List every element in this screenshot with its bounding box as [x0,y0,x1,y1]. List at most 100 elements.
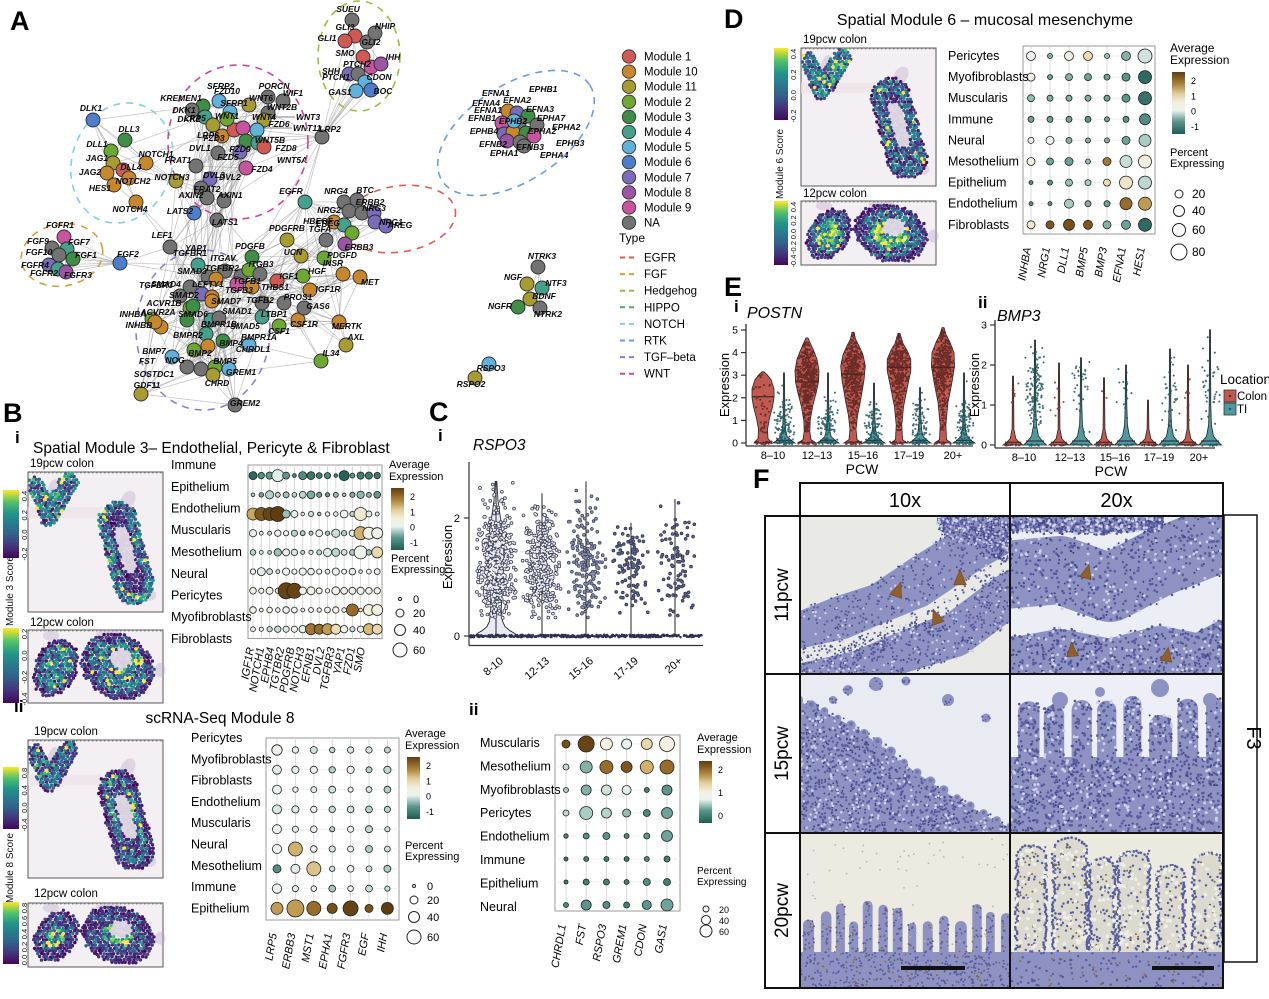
svg-text:Immune: Immune [948,112,993,126]
svg-text:FGF7: FGF7 [68,237,91,247]
svg-text:KREMEN1: KREMEN1 [160,93,202,103]
svg-text:0.6: 0.6 [20,916,29,926]
svg-text:Expressing: Expressing [697,877,746,888]
svg-text:0.0: 0.0 [20,529,29,539]
svg-text:Location: Location [1220,372,1269,387]
svg-text:Expression: Expression [717,353,732,417]
svg-text:0.0: 0.0 [20,650,29,660]
svg-text:FZD1: FZD1 [341,646,358,675]
svg-text:Module 3: Module 3 [644,112,691,124]
svg-text:BOC: BOC [374,86,394,96]
svg-text:Pericytes: Pericytes [948,49,999,63]
svg-text:0: 0 [426,792,431,802]
svg-text:MET: MET [361,277,380,287]
svg-text:Fibroblasts: Fibroblasts [171,632,232,646]
svg-text:5: 5 [732,325,738,337]
svg-text:Endothelium: Endothelium [171,502,241,516]
svg-text:Mesothelium: Mesothelium [948,155,1019,169]
svg-text:Average: Average [697,732,738,744]
svg-text:12pcw colon: 12pcw colon [34,888,98,900]
svg-text:SMAD4: SMAD4 [151,279,181,289]
svg-text:Module 6 Score: Module 6 Score [775,129,786,199]
svg-text:AREG: AREG [387,220,413,230]
svg-text:WNT2B: WNT2B [267,102,297,112]
svg-text:EGFR: EGFR [644,253,676,265]
svg-text:Endothelium: Endothelium [948,197,1018,211]
svg-text:FRAT2: FRAT2 [194,184,221,194]
svg-text:EPHB1: EPHB1 [529,84,558,94]
svg-text:EFNA1: EFNA1 [482,88,510,98]
svg-text:NOTCH4: NOTCH4 [113,204,148,214]
svg-text:LEF1: LEF1 [152,230,173,240]
svg-text:0.8: 0.8 [20,768,29,778]
svg-text:-1: -1 [410,538,418,548]
svg-text:ACVR2A: ACVR2A [140,307,176,317]
svg-text:Module 6: Module 6 [644,157,691,169]
svg-text:Module 5: Module 5 [644,142,691,154]
svg-text:40: 40 [413,625,425,637]
svg-text:-0.4: -0.4 [20,693,29,706]
svg-text:12–13: 12–13 [802,450,833,462]
svg-text:Myofibroblasts: Myofibroblasts [948,70,1029,84]
svg-text:12pcw colon: 12pcw colon [30,617,94,629]
svg-text:60: 60 [413,645,425,657]
svg-text:Immune: Immune [191,880,236,894]
svg-text:Pericytes: Pericytes [171,589,222,603]
svg-text:WNT: WNT [644,369,670,381]
svg-text:EPHB3: EPHB3 [556,138,585,148]
svg-text:EPHA7: EPHA7 [537,113,567,123]
svg-text:FZD9: FZD9 [229,144,251,154]
svg-text:ERBB2: ERBB2 [356,197,385,207]
svg-text:FGF1: FGF1 [75,250,97,260]
svg-text:DLL1: DLL1 [86,139,108,149]
svg-text:ii: ii [469,700,478,719]
svg-text:TGFB3: TGFB3 [225,285,253,295]
svg-text:60: 60 [1192,223,1206,237]
svg-text:0: 0 [413,594,419,606]
svg-text:SMO: SMO [352,646,368,673]
svg-text:ITGB3: ITGB3 [248,259,273,269]
svg-text:2: 2 [410,492,415,502]
svg-text:HGF: HGF [308,266,327,276]
svg-text:FGFR3: FGFR3 [64,270,92,280]
svg-text:EFNB2: EFNB2 [479,139,507,149]
svg-text:TGFB2: TGFB2 [246,295,274,305]
svg-text:LRP6: LRP6 [197,130,219,140]
svg-text:EFNB1: EFNB1 [468,113,496,123]
svg-text:1: 1 [732,415,738,427]
svg-text:10x: 10x [889,490,921,512]
svg-text:ERBB3: ERBB3 [345,242,374,252]
svg-text:AXL: AXL [347,332,365,342]
svg-text:19pcw colon: 19pcw colon [803,34,867,46]
svg-text:WNT5B: WNT5B [255,135,285,145]
svg-text:i: i [15,428,20,447]
svg-text:SHH: SHH [322,66,341,76]
svg-text:F: F [753,464,770,494]
svg-text:PORCN: PORCN [259,81,291,91]
svg-text:TGFB1: TGFB1 [233,276,261,286]
svg-text:INSR: INSR [323,258,344,268]
svg-text:GAS1: GAS1 [328,87,351,97]
svg-text:WIF1: WIF1 [283,88,304,98]
svg-text:RSPO3: RSPO3 [473,437,526,454]
svg-text:TGF–beta: TGF–beta [644,352,696,364]
svg-text:SMAD3: SMAD3 [177,266,207,276]
svg-text:MERTK: MERTK [332,321,363,331]
svg-text:19pcw colon: 19pcw colon [30,458,94,470]
svg-text:PTCH2: PTCH2 [343,59,371,69]
svg-text:Average: Average [389,459,430,471]
svg-text:YAP1: YAP1 [331,646,348,675]
svg-text:LATS2: LATS2 [167,206,194,216]
svg-text:2: 2 [454,513,460,525]
svg-text:Average: Average [405,728,446,740]
svg-text:1: 1 [718,788,723,798]
svg-text:PDGFB: PDGFB [235,241,265,251]
svg-text:Module 9: Module 9 [644,203,691,215]
svg-text:Immune: Immune [480,853,525,867]
svg-text:BMP3: BMP3 [1093,246,1110,278]
svg-text:DLL3: DLL3 [118,124,140,134]
svg-text:RTK: RTK [644,336,667,348]
svg-text:NA: NA [644,218,660,230]
svg-text:NOTCH: NOTCH [644,319,685,331]
svg-text:20: 20 [719,905,729,915]
